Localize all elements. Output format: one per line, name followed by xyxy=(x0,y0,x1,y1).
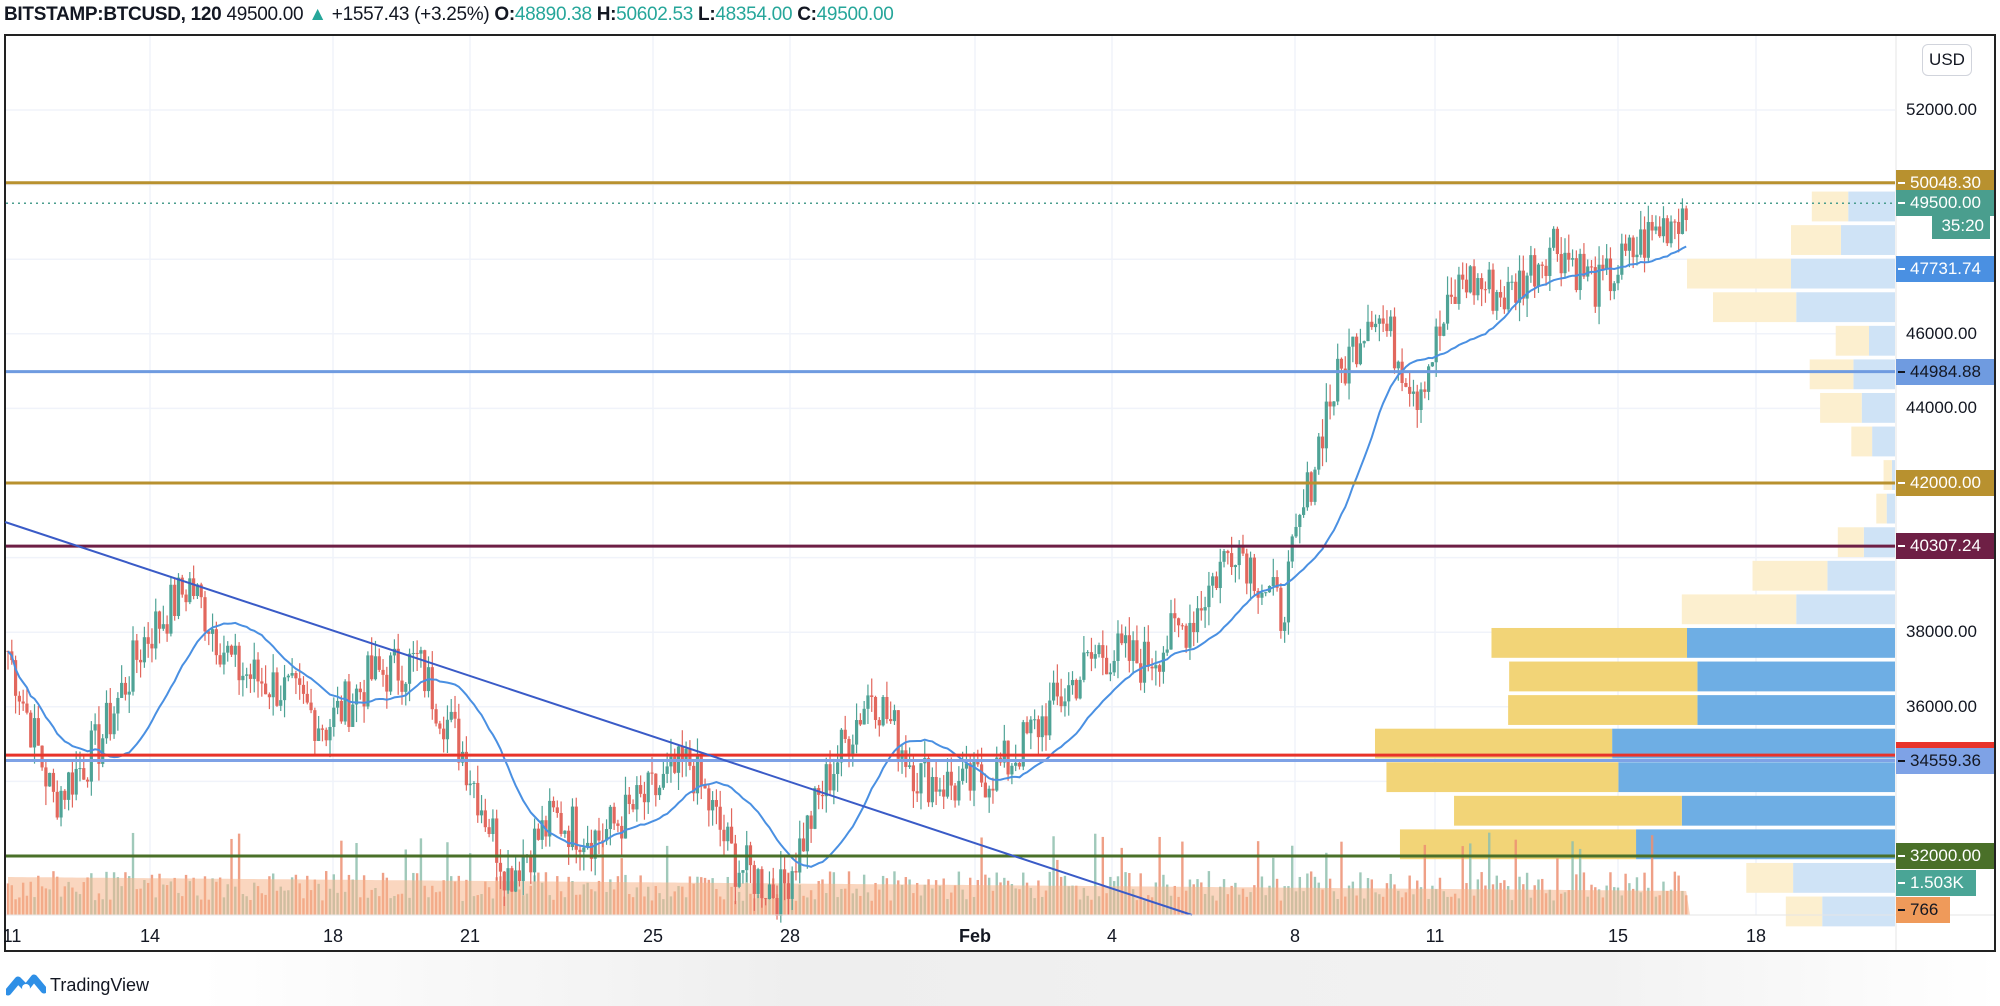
volume-bars xyxy=(6,832,1690,915)
level-44984-tag: 44984.88 xyxy=(1896,358,1994,385)
candlesticks xyxy=(6,198,1688,923)
volume-tag: 1.503K xyxy=(1896,870,1976,896)
last-price-tag: 49500.00 xyxy=(1896,190,1994,217)
volume-ma-tag: 766 xyxy=(1896,897,1950,923)
low-label: L: xyxy=(698,4,716,25)
currency-button[interactable]: USD xyxy=(1922,44,1972,76)
price-change: +1557.43 (+3.25%) xyxy=(331,4,490,25)
time-axis-label: 8 xyxy=(1289,926,1301,946)
price-axis-label: 36000.00 xyxy=(1906,696,1977,716)
open-value: 48890.38 xyxy=(514,4,592,25)
price-axis-label: 44000.00 xyxy=(1906,398,1977,418)
time-axis-label: 21 xyxy=(459,926,481,946)
ma-value-tag: 47731.74 xyxy=(1896,256,1994,283)
horizontal-levels[interactable] xyxy=(6,181,1895,858)
moving-average-line xyxy=(7,245,1687,868)
price-chart[interactable] xyxy=(0,0,2000,960)
level-34559-tag: 34559.36 xyxy=(1896,747,1994,774)
countdown-tag: 35:20 xyxy=(1932,212,1990,239)
time-axis-label: 18 xyxy=(1745,926,1767,946)
low-value: 48354.00 xyxy=(715,4,793,25)
time-axis-label: 11 xyxy=(1425,926,1445,946)
last-price: 49500.00 xyxy=(226,4,304,25)
level-42000-tag: 42000.00 xyxy=(1896,470,1994,496)
tradingview-logo-icon xyxy=(6,974,46,996)
level-32000-tag: 32000.00 xyxy=(1896,843,1994,869)
high-label: H: xyxy=(596,4,617,25)
level-40307-tag: 40307.24 xyxy=(1896,533,1994,560)
volume-profile xyxy=(1375,191,1895,927)
time-axis-label: 15 xyxy=(1607,926,1629,946)
time-axis-label: 14 xyxy=(139,926,161,946)
symbol-title[interactable]: BITSTAMP:BTCUSD, 120 xyxy=(4,4,222,25)
price-axis-label: 38000.00 xyxy=(1906,622,1977,642)
brand-name: TradingView xyxy=(50,974,150,995)
footer xyxy=(0,952,2000,1006)
time-axis-label: 4 xyxy=(1106,926,1118,946)
trendline[interactable] xyxy=(4,521,1193,916)
close-label: C: xyxy=(797,4,817,25)
up-arrow-icon: ▲ xyxy=(308,4,327,25)
price-axis-label: 46000.00 xyxy=(1906,323,1977,343)
time-axis-label: 25 xyxy=(642,926,664,946)
tradingview-logo[interactable]: TradingView xyxy=(6,972,149,998)
time-axis-label: Feb xyxy=(958,926,992,946)
open-label: O: xyxy=(494,4,515,25)
time-axis-label: 11 xyxy=(2,926,22,946)
time-axis-label: 28 xyxy=(779,926,801,946)
price-axis-label: 52000.00 xyxy=(1906,100,1977,119)
high-value: 50602.53 xyxy=(616,4,694,25)
symbol-header: BITSTAMP:BTCUSD, 120 49500.00 ▲ +1557.43… xyxy=(4,2,894,28)
time-axis-label: 18 xyxy=(322,926,344,946)
close-value: 49500.00 xyxy=(816,4,894,25)
